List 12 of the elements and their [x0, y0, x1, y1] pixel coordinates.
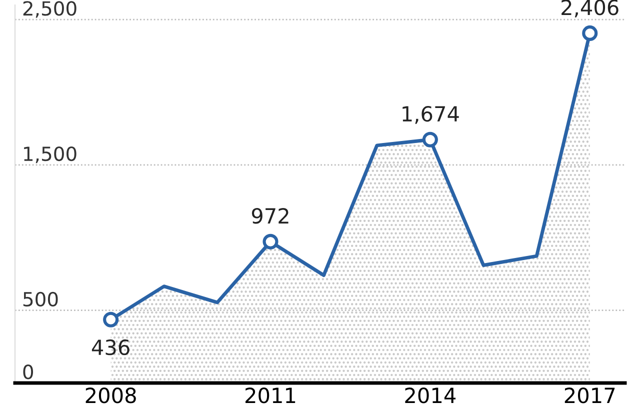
- y-tick-label: 500: [23, 292, 58, 307]
- data-label: 1,674: [402, 106, 459, 124]
- y-tick-label: 1,500: [24, 146, 76, 164]
- data-label: 436: [92, 339, 130, 356]
- x-tick-label: 2011: [246, 388, 296, 404]
- x-tick-label: 2008: [86, 388, 136, 404]
- data-label: 972: [252, 208, 288, 224]
- x-tick-label: 2017: [564, 388, 615, 404]
- y-tick-label: 2,500: [23, 1, 76, 18]
- x-tick-label: 2014: [405, 388, 456, 404]
- y-tick-label: 0: [23, 364, 34, 380]
- data-label: 2,406: [562, 0, 618, 18]
